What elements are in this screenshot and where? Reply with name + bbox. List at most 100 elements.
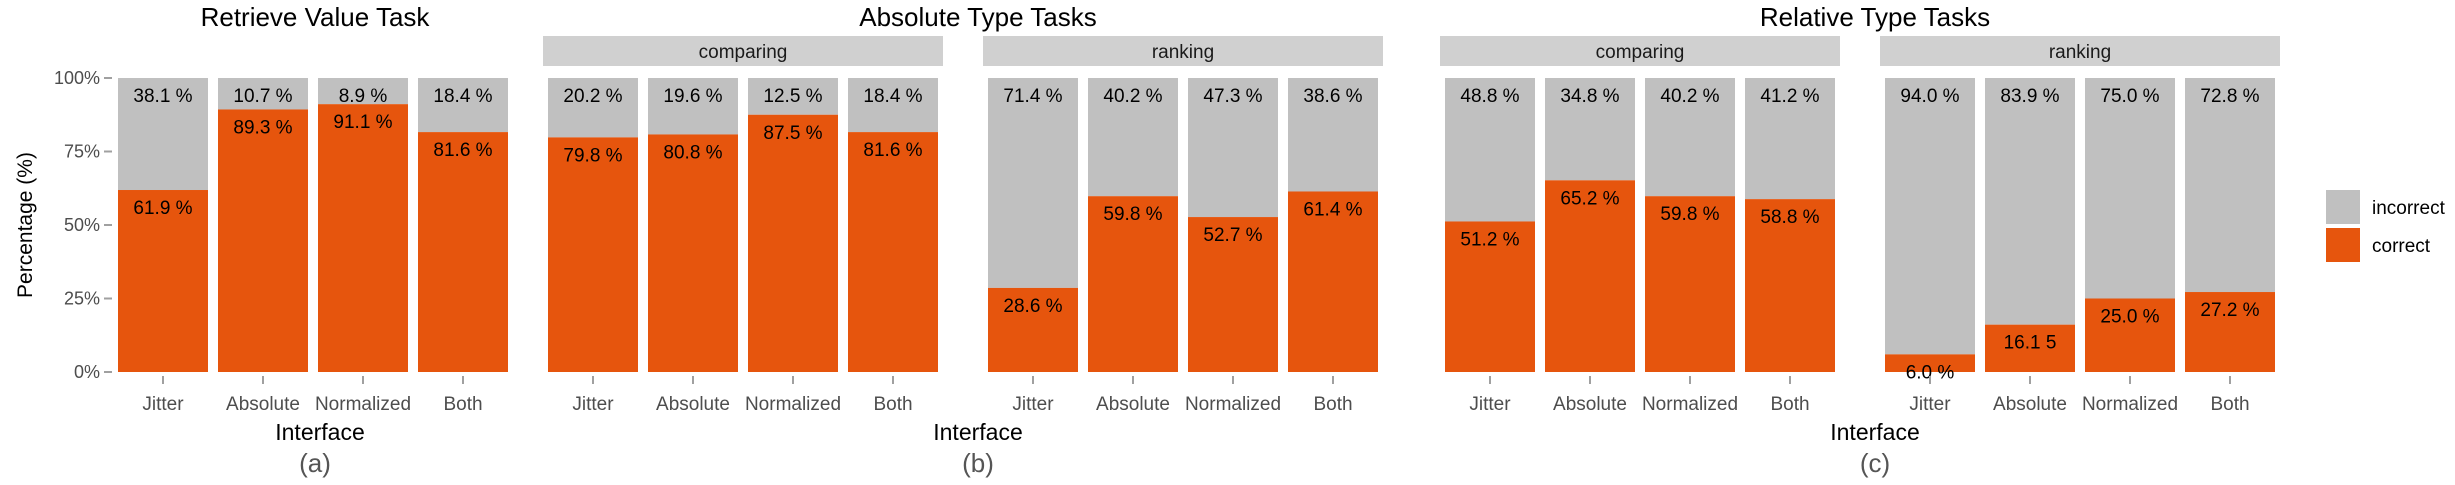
data-label-incorrect: 40.2 %: [1103, 86, 1162, 107]
x-tick-label: Both: [1313, 394, 1352, 415]
bar-incorrect: [2185, 78, 2275, 293]
x-tick-label: Both: [873, 394, 912, 415]
bar-correct: [2185, 292, 2275, 372]
x-tick-label: Absolute: [1993, 394, 2067, 415]
chart-title: Relative Type Tasks: [1760, 2, 1990, 32]
data-label-correct: 27.2 %: [2200, 300, 2259, 321]
data-label-incorrect: 48.8 %: [1460, 86, 1519, 107]
data-label-correct: 59.8 %: [1660, 204, 1719, 225]
bar-incorrect: [748, 78, 838, 115]
facet-strip: [983, 36, 1383, 66]
x-tick-label: Jitter: [1469, 394, 1511, 415]
bar-incorrect: [218, 78, 308, 110]
bar-incorrect: [1645, 78, 1735, 197]
x-tick-label: Both: [1770, 394, 1809, 415]
bar-incorrect: [1188, 78, 1278, 218]
bar-correct: [1645, 196, 1735, 372]
data-label-correct: 52.7 %: [1203, 225, 1262, 246]
data-label-incorrect: 20.2 %: [563, 86, 622, 107]
y-tick-label: 0%: [74, 362, 100, 382]
data-label-incorrect: 10.7 %: [233, 86, 292, 107]
x-tick-label: Both: [443, 394, 482, 415]
bar-correct: [418, 132, 508, 372]
data-label-incorrect: 94.0 %: [1900, 86, 1959, 107]
data-label-correct: 58.8 %: [1760, 207, 1819, 228]
bar-correct: [118, 190, 208, 372]
data-label-incorrect: 41.2 %: [1760, 86, 1819, 107]
x-tick-label: Normalized: [315, 394, 411, 415]
x-tick-label: Normalized: [1185, 394, 1281, 415]
data-label-incorrect: 8.9 %: [339, 86, 388, 107]
x-tick-label: Jitter: [142, 394, 184, 415]
bar-incorrect: [2085, 78, 2175, 299]
data-label-correct: 25.0 %: [2100, 307, 2159, 328]
x-tick-label: Absolute: [1553, 394, 1627, 415]
bar-correct: [1288, 191, 1378, 372]
y-tick-label: 50%: [64, 215, 100, 235]
bar-correct: [2085, 298, 2175, 372]
data-label-incorrect: 72.8 %: [2200, 86, 2259, 107]
data-label-correct: 87.5 %: [763, 123, 822, 144]
x-axis-label: Interface: [1830, 419, 1920, 445]
data-label-correct: 81.6 %: [863, 140, 922, 161]
bar-incorrect: [1985, 78, 2075, 325]
bar-incorrect: [318, 78, 408, 105]
chart-caption: (a): [299, 448, 331, 478]
bar-incorrect: [1745, 78, 1835, 200]
data-label-incorrect: 12.5 %: [763, 86, 822, 107]
chart-caption: (c): [1860, 448, 1890, 478]
facet-strip: [1440, 36, 1840, 66]
data-label-correct: 89.3 %: [233, 117, 292, 138]
chart-caption: (b): [962, 448, 994, 478]
data-label-correct: 91.1 %: [333, 112, 392, 133]
bar-incorrect: [1545, 78, 1635, 181]
bar-incorrect: [1445, 78, 1535, 222]
data-label-incorrect: 18.4 %: [863, 86, 922, 107]
bar-incorrect: [848, 78, 938, 133]
data-label-correct: 61.4 %: [1303, 199, 1362, 220]
facet-strip-label: ranking: [2049, 42, 2111, 63]
x-tick-label: Absolute: [226, 394, 300, 415]
data-label-incorrect: 18.4 %: [433, 86, 492, 107]
bar-correct: [988, 287, 1078, 372]
x-axis-label: Interface: [275, 419, 365, 445]
data-label-correct: 61.9 %: [133, 198, 192, 219]
bar-incorrect: [548, 78, 638, 138]
data-label-incorrect: 71.4 %: [1003, 86, 1062, 107]
bar-correct: [648, 134, 738, 372]
data-label-incorrect: 34.8 %: [1560, 86, 1619, 107]
x-tick-label: Absolute: [656, 394, 730, 415]
data-label-incorrect: 38.6 %: [1303, 86, 1362, 107]
bar-correct: [748, 114, 838, 372]
facet-strip-label: ranking: [1152, 42, 1214, 63]
bar-incorrect: [1088, 78, 1178, 197]
x-tick-label: Normalized: [1642, 394, 1738, 415]
data-label-incorrect: 47.3 %: [1203, 86, 1262, 107]
bar-incorrect: [118, 78, 208, 191]
data-label-incorrect: 38.1 %: [133, 86, 192, 107]
chart-title: Absolute Type Tasks: [859, 2, 1097, 32]
data-label-correct: 59.8 %: [1103, 204, 1162, 225]
x-tick-label: Normalized: [2082, 394, 2178, 415]
facet-strip: [1880, 36, 2280, 66]
data-label-incorrect: 40.2 %: [1660, 86, 1719, 107]
bar-correct: [218, 109, 308, 372]
x-tick-label: Both: [2210, 394, 2249, 415]
x-tick-label: Jitter: [572, 394, 614, 415]
legend-label-correct: correct: [2372, 236, 2431, 257]
facet-strip-label: comparing: [1596, 42, 1685, 63]
bar-correct: [548, 137, 638, 372]
bar-incorrect: [1288, 78, 1378, 192]
y-tick-label: 25%: [64, 289, 100, 309]
bar-correct: [1745, 199, 1835, 372]
data-label-correct: 6.0 %: [1906, 362, 1955, 383]
data-label-incorrect: 83.9 %: [2000, 86, 2059, 107]
data-label-correct: 28.6 %: [1003, 296, 1062, 317]
bar-incorrect: [1885, 78, 1975, 355]
x-tick-label: Normalized: [745, 394, 841, 415]
y-axis-label: Percentage (%): [14, 152, 37, 298]
data-label-correct: 51.2 %: [1460, 229, 1519, 250]
data-label-incorrect: 75.0 %: [2100, 86, 2159, 107]
x-tick-label: Absolute: [1096, 394, 1170, 415]
